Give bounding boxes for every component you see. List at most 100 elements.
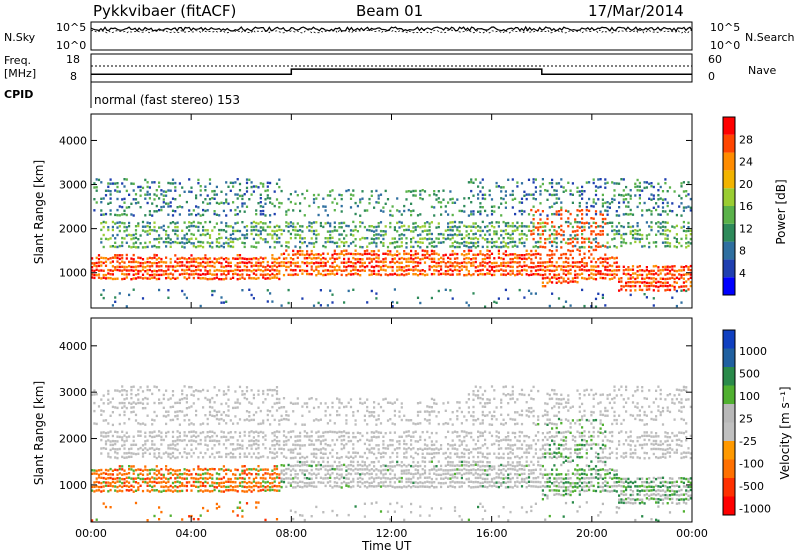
power-cell bbox=[507, 225, 509, 227]
power-cell bbox=[153, 210, 155, 212]
power-cell bbox=[281, 261, 283, 263]
velocity-cell bbox=[292, 486, 294, 488]
power-cell bbox=[625, 289, 627, 291]
power-cell bbox=[331, 254, 333, 256]
velocity-cell bbox=[373, 447, 375, 449]
power-cell bbox=[112, 229, 114, 231]
power-cell bbox=[667, 245, 669, 247]
power-cell bbox=[581, 261, 583, 263]
velocity-cell bbox=[274, 402, 276, 404]
velocity-cell bbox=[325, 468, 327, 470]
power-cell bbox=[190, 225, 192, 227]
velocity-cell bbox=[165, 432, 167, 434]
power-cell bbox=[625, 194, 627, 196]
velocity-cell bbox=[352, 447, 354, 449]
velocity-cell bbox=[274, 468, 276, 470]
power-cell bbox=[503, 221, 505, 223]
velocity-cell bbox=[225, 456, 227, 458]
power-cell bbox=[512, 258, 514, 260]
power-cell bbox=[373, 273, 375, 275]
velocity-cell bbox=[188, 452, 190, 454]
velocity-cell bbox=[290, 465, 292, 467]
power-cell bbox=[484, 238, 486, 240]
power-cell bbox=[336, 269, 338, 271]
power-cell bbox=[170, 222, 172, 224]
power-cell bbox=[165, 233, 167, 235]
power-cell bbox=[200, 222, 202, 224]
power-cell bbox=[523, 233, 525, 235]
velocity-cell bbox=[350, 468, 352, 470]
velocity-cell bbox=[142, 470, 144, 472]
power-cell bbox=[498, 225, 500, 227]
velocity-cell bbox=[184, 439, 186, 441]
velocity-cell bbox=[389, 485, 391, 487]
velocity-cell bbox=[174, 477, 176, 479]
power-cell bbox=[126, 234, 128, 236]
velocity-cell bbox=[262, 455, 264, 457]
velocity-cell bbox=[237, 507, 239, 509]
power-cell bbox=[158, 269, 160, 271]
power-cell bbox=[350, 270, 352, 272]
power-cell bbox=[200, 245, 202, 247]
power-cell bbox=[373, 234, 375, 236]
velocity-cell bbox=[345, 414, 347, 416]
velocity-cell bbox=[190, 477, 192, 479]
power-cell bbox=[341, 226, 343, 228]
power-cell bbox=[583, 229, 585, 231]
power-cell bbox=[190, 242, 192, 244]
velocity-cell bbox=[153, 481, 155, 483]
velocity-cell bbox=[98, 405, 100, 407]
power-cell bbox=[528, 213, 530, 215]
power-cell bbox=[602, 230, 604, 232]
power-cell bbox=[486, 257, 488, 259]
velocity-cell bbox=[348, 464, 350, 466]
power-cell bbox=[179, 205, 181, 207]
power-cell bbox=[214, 277, 216, 279]
velocity-cell bbox=[163, 439, 165, 441]
velocity-cell bbox=[334, 481, 336, 483]
power-cell bbox=[484, 226, 486, 228]
power-cell bbox=[505, 262, 507, 264]
velocity-cell bbox=[160, 436, 162, 438]
power-cell bbox=[565, 269, 567, 271]
power-cell bbox=[200, 274, 202, 276]
power-cell bbox=[586, 202, 588, 204]
power-cell bbox=[519, 233, 521, 235]
power-cell bbox=[503, 245, 505, 247]
power-cell bbox=[634, 285, 636, 287]
power-cell bbox=[167, 205, 169, 207]
power-cell bbox=[521, 210, 523, 212]
velocity-cell bbox=[380, 485, 382, 487]
power-cell bbox=[509, 237, 511, 239]
power-cell bbox=[128, 265, 130, 267]
velocity-cell bbox=[144, 440, 146, 442]
power-cell bbox=[595, 194, 597, 196]
velocity-cell bbox=[234, 415, 236, 417]
power-cell bbox=[130, 246, 132, 248]
velocity-cell bbox=[264, 447, 266, 449]
power-cell bbox=[380, 210, 382, 212]
power-cell bbox=[553, 241, 555, 243]
velocity-cell bbox=[301, 456, 303, 458]
power-cell bbox=[288, 289, 290, 291]
power-cell bbox=[449, 261, 451, 263]
velocity-cell bbox=[93, 389, 95, 391]
power-cell bbox=[479, 250, 481, 252]
velocity-cell bbox=[350, 481, 352, 483]
velocity-cell bbox=[294, 435, 296, 437]
power-cell bbox=[371, 242, 373, 244]
velocity-cell bbox=[133, 473, 135, 475]
power-cell bbox=[477, 193, 479, 195]
power-cell bbox=[385, 203, 387, 205]
velocity-cell bbox=[357, 464, 359, 466]
velocity-cell bbox=[248, 440, 250, 442]
power-cell bbox=[207, 241, 209, 243]
power-cell bbox=[121, 261, 123, 263]
power-cell bbox=[535, 241, 537, 243]
power-cell bbox=[477, 197, 479, 199]
power-cell bbox=[167, 265, 169, 267]
velocity-cell bbox=[207, 423, 209, 425]
velocity-cell bbox=[204, 436, 206, 438]
velocity-cell bbox=[128, 482, 130, 484]
power-cell bbox=[116, 278, 118, 280]
